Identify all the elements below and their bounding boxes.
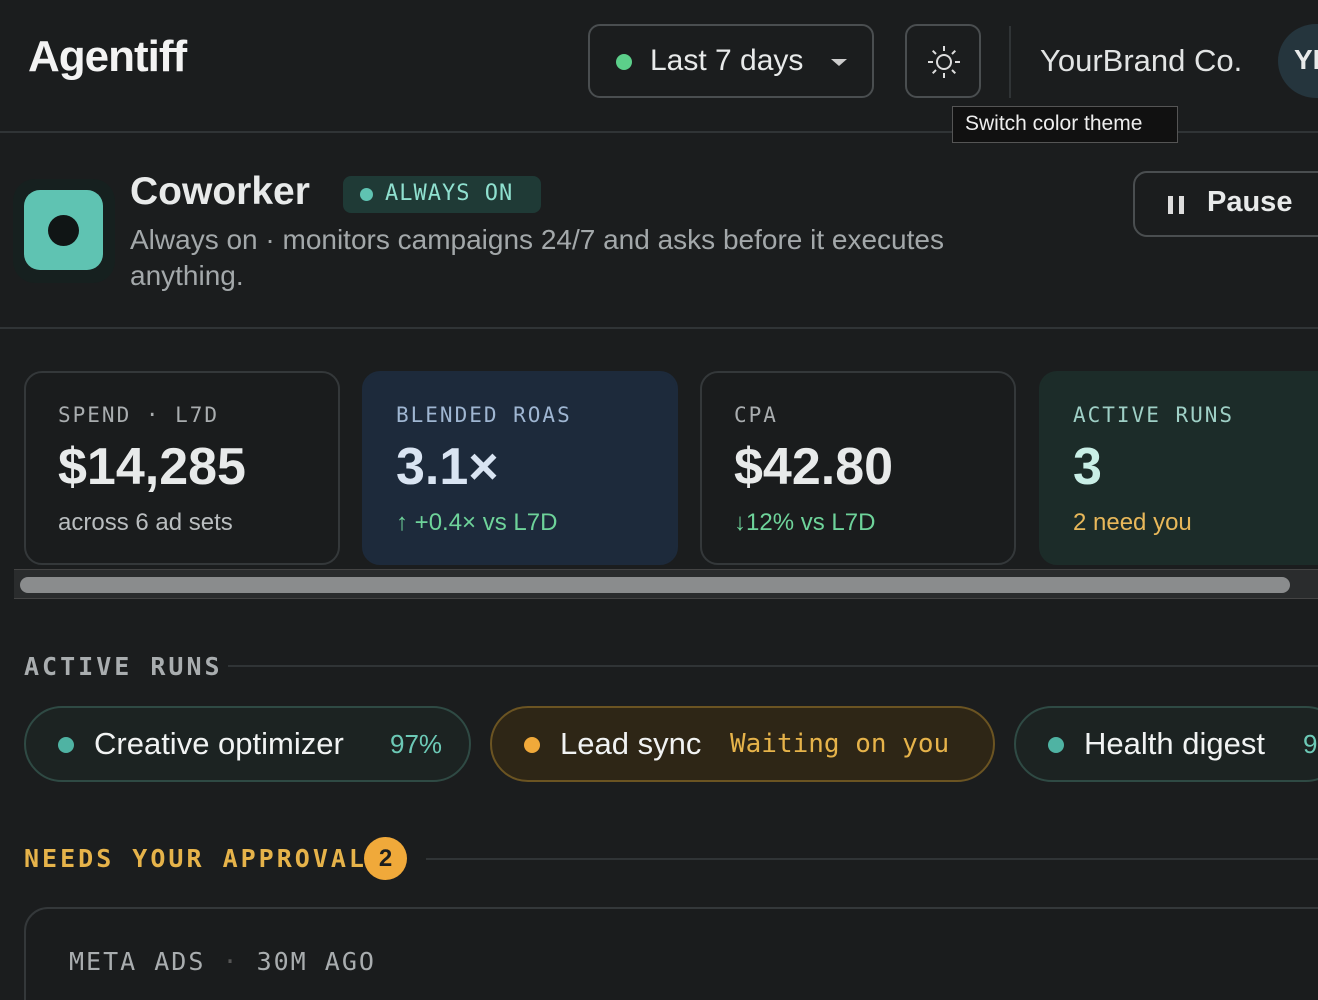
metric-label: SPEND · L7D xyxy=(58,403,220,427)
pause-button[interactable]: Pause xyxy=(1133,171,1318,237)
agent-icon-inner xyxy=(24,190,103,270)
brand-name[interactable]: YourBrand Co. xyxy=(1040,43,1243,78)
run-dot xyxy=(524,737,540,753)
metric-value: 3.1× xyxy=(396,438,499,496)
agent-description: Always on · monitors campaigns 24/7 and … xyxy=(130,224,944,291)
run-name: Creative optimizer xyxy=(94,726,344,761)
metric-note-text: +0.4× vs L7D xyxy=(414,509,558,536)
tooltip: Switch color theme xyxy=(952,106,1178,143)
theme-toggle[interactable] xyxy=(905,24,981,98)
section-title: ACTIVE RUNS xyxy=(24,652,223,681)
metric-card[interactable]: ACTIVE RUNS 3 2 need you xyxy=(1039,371,1318,565)
status-label: ALWAYS ON xyxy=(385,181,514,206)
metric-card[interactable]: SPEND · L7D $14,285 across 6 ad sets xyxy=(24,371,340,565)
metric-label: ACTIVE RUNS xyxy=(1073,403,1235,427)
scrollbar-thumb[interactable] xyxy=(20,577,1290,593)
section-rule xyxy=(426,858,1318,860)
section-title: NEEDS YOUR APPROVAL xyxy=(24,844,367,873)
run-status: 97% xyxy=(390,729,443,759)
count-badge: 2 xyxy=(364,837,407,880)
run-name: Health digest xyxy=(1084,726,1265,761)
scrollbar-track xyxy=(14,569,1318,599)
pause-icon xyxy=(1168,196,1173,214)
down-arrow: ↓ xyxy=(734,509,746,536)
run-status: Waiting on you xyxy=(730,729,950,759)
run-dot xyxy=(1048,737,1064,753)
rule xyxy=(0,131,1318,133)
approval-source: META ADS xyxy=(69,947,206,976)
metric-label: BLENDED ROAS xyxy=(396,403,572,427)
agent-icon xyxy=(13,179,115,283)
logo[interactable]: Agentiff xyxy=(28,32,187,81)
metric-card[interactable]: BLENDED ROAS 3.1× ↑ +0.4× vs L7D xyxy=(362,371,678,565)
pause-label: Pause xyxy=(1207,186,1293,218)
run-pill[interactable]: Creative optimizer 97% xyxy=(24,706,471,782)
agent-icon-eye xyxy=(48,215,79,246)
metric-note: ↓12% vs L7D xyxy=(734,509,875,537)
header-divider xyxy=(0,131,1318,133)
run-dot xyxy=(58,737,74,753)
run-pill[interactable]: Health digest 9 xyxy=(1014,706,1318,782)
section-rule xyxy=(228,665,1318,667)
approval-card[interactable]: META ADS · 30M AGO xyxy=(24,907,1318,1000)
metric-value: 3 xyxy=(1073,438,1102,496)
avatar[interactable]: YI xyxy=(1278,24,1318,98)
metric-note: ↑ +0.4× vs L7D xyxy=(396,509,557,537)
agent-name: Coworker xyxy=(130,170,310,213)
approval-time: 30M AGO xyxy=(256,947,376,976)
run-status: 9 xyxy=(1303,729,1318,759)
run-name: Lead sync xyxy=(560,726,702,761)
metric-value: $42.80 xyxy=(734,438,894,496)
metric-note: 2 need you xyxy=(1073,509,1192,536)
status-badge: ALWAYS ON xyxy=(343,176,541,213)
date-range-label: Last 7 days xyxy=(650,44,804,77)
up-arrow: ↑ xyxy=(396,509,415,536)
rule xyxy=(0,327,1318,329)
vertical-divider xyxy=(1009,26,1011,98)
metric-card[interactable]: CPA $42.80 ↓12% vs L7D xyxy=(700,371,1016,565)
separator: · xyxy=(205,947,257,976)
status-dot xyxy=(360,188,373,201)
metric-label: CPA xyxy=(734,403,778,427)
metric-note-text: 12% vs L7D xyxy=(746,509,876,536)
pause-icon xyxy=(1179,196,1184,214)
metric-note: across 6 ad sets xyxy=(58,509,233,536)
section-divider xyxy=(0,327,1318,329)
sun-icon xyxy=(928,46,960,78)
metric-value: $14,285 xyxy=(58,438,246,496)
approval-meta: META ADS · 30M AGO xyxy=(69,947,376,976)
status-dot xyxy=(616,54,632,70)
run-pill[interactable]: Lead sync Waiting on you xyxy=(490,706,995,782)
date-range-button[interactable]: Last 7 days xyxy=(588,24,874,98)
chevron-icon xyxy=(831,59,847,66)
